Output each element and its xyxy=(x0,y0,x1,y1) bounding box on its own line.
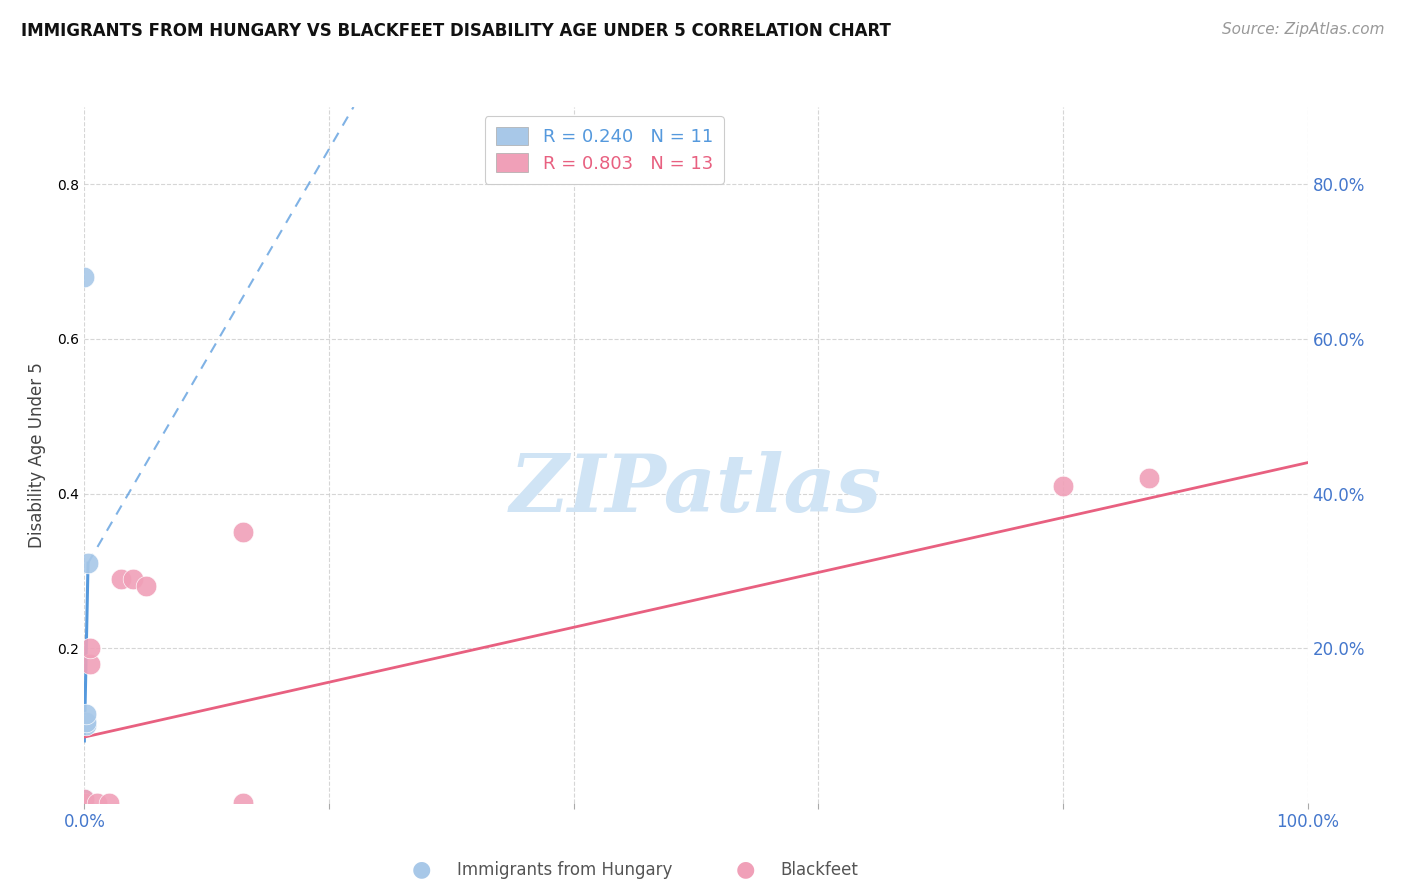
Point xyxy=(73,796,96,810)
Point xyxy=(77,556,100,570)
Text: Blackfeet: Blackfeet xyxy=(780,861,858,879)
Point xyxy=(86,796,108,810)
Point xyxy=(73,796,96,810)
Text: IMMIGRANTS FROM HUNGARY VS BLACKFEET DISABILITY AGE UNDER 5 CORRELATION CHART: IMMIGRANTS FROM HUNGARY VS BLACKFEET DIS… xyxy=(21,22,891,40)
Point xyxy=(110,572,132,586)
Point xyxy=(135,579,157,593)
Text: ●: ● xyxy=(735,860,755,880)
Point xyxy=(79,657,101,671)
Point xyxy=(1137,471,1160,485)
Point xyxy=(232,525,254,540)
Point xyxy=(73,796,96,810)
Y-axis label: Disability Age Under 5: Disability Age Under 5 xyxy=(28,362,46,548)
Point xyxy=(73,796,96,810)
Point xyxy=(97,796,120,810)
Point xyxy=(75,714,97,729)
Point xyxy=(79,641,101,656)
Point xyxy=(1052,479,1074,493)
Point xyxy=(75,706,97,721)
Point xyxy=(73,792,96,806)
Text: ZIPatlas: ZIPatlas xyxy=(510,451,882,528)
Legend: R = 0.240   N = 11, R = 0.803   N = 13: R = 0.240 N = 11, R = 0.803 N = 13 xyxy=(485,116,724,184)
Point xyxy=(75,718,97,732)
Point xyxy=(73,792,96,806)
Text: ●: ● xyxy=(412,860,432,880)
Point xyxy=(73,270,96,285)
Text: Immigrants from Hungary: Immigrants from Hungary xyxy=(457,861,672,879)
Point xyxy=(73,792,96,806)
Point xyxy=(73,796,96,810)
Point xyxy=(122,572,145,586)
Point xyxy=(232,796,254,810)
Text: Source: ZipAtlas.com: Source: ZipAtlas.com xyxy=(1222,22,1385,37)
